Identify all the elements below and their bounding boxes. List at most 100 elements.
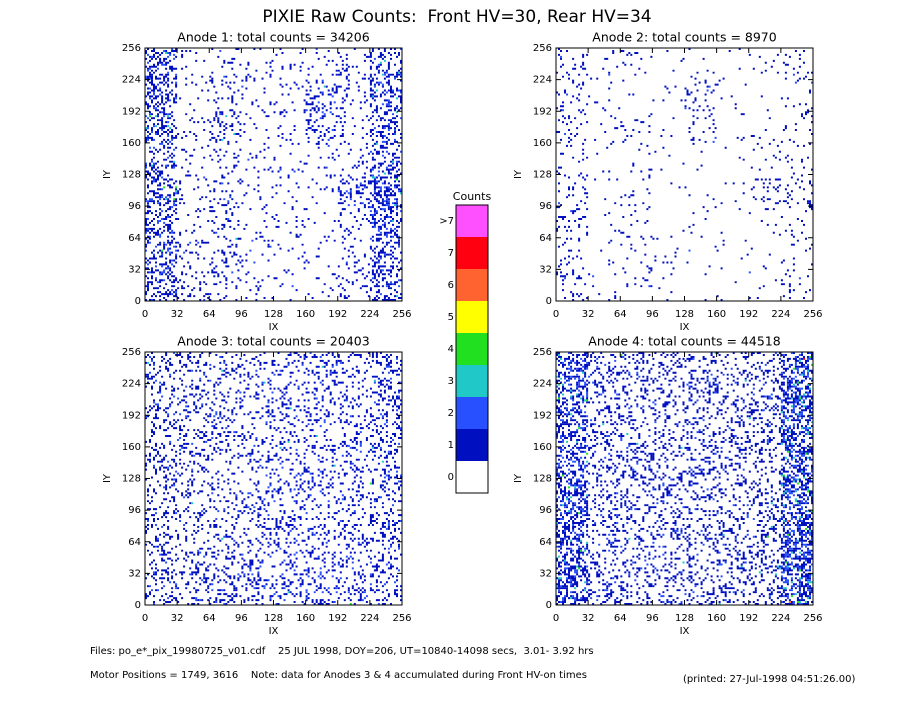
count-cell bbox=[594, 178, 619, 205]
count-cell bbox=[652, 383, 685, 416]
count-cell bbox=[307, 419, 326, 428]
count-cell bbox=[337, 446, 370, 479]
count-cell bbox=[209, 79, 240, 112]
count-cell bbox=[275, 48, 304, 80]
count-cell bbox=[780, 541, 814, 574]
count-cell bbox=[780, 541, 814, 574]
count-cell bbox=[177, 573, 210, 605]
y-tick-label: 0 bbox=[546, 296, 552, 307]
count-cell bbox=[255, 369, 264, 384]
count-cell bbox=[628, 537, 631, 540]
y-tick-label: 32 bbox=[128, 264, 141, 275]
panel-title: Anode 1: total counts = 34206 bbox=[177, 30, 369, 45]
count-cell bbox=[209, 573, 242, 605]
count-cell bbox=[209, 269, 242, 301]
x-axis-label: IX bbox=[680, 626, 690, 637]
count-cell bbox=[620, 354, 623, 356]
count-cell bbox=[716, 541, 749, 574]
count-cell bbox=[177, 271, 210, 301]
count-cell bbox=[307, 273, 338, 299]
x-tick-label: 192 bbox=[739, 613, 758, 624]
count-cell bbox=[620, 541, 653, 574]
count-cell bbox=[241, 352, 274, 384]
count-cell bbox=[369, 446, 403, 479]
panel-title: Anode 4: total counts = 44518 bbox=[588, 334, 780, 349]
y-tick-label: 224 bbox=[533, 75, 552, 86]
count-cell bbox=[181, 144, 210, 173]
x-tick-label: 128 bbox=[675, 309, 694, 320]
y-tick-label: 256 bbox=[122, 347, 141, 358]
count-cell bbox=[688, 206, 717, 238]
count-cell bbox=[147, 512, 178, 540]
count-cell bbox=[211, 446, 242, 479]
count-cell bbox=[145, 573, 178, 605]
count-cell bbox=[660, 117, 675, 137]
count-cell bbox=[592, 275, 595, 278]
count-cell bbox=[369, 383, 403, 416]
x-tick-label: 160 bbox=[296, 613, 315, 624]
count-cell bbox=[652, 415, 685, 447]
count-cell bbox=[558, 383, 587, 416]
y-tick-label: 128 bbox=[533, 474, 552, 485]
count-cell bbox=[369, 541, 403, 574]
count-cell bbox=[209, 237, 242, 270]
count-cell bbox=[620, 113, 653, 143]
count-cell bbox=[177, 541, 210, 574]
count-cell bbox=[682, 561, 685, 564]
x-tick-label: 160 bbox=[296, 309, 315, 320]
count-cell bbox=[628, 405, 645, 410]
count-cell bbox=[704, 273, 707, 301]
count-cell bbox=[562, 352, 589, 384]
x-tick-label: 64 bbox=[203, 613, 216, 624]
count-cell bbox=[337, 573, 368, 605]
count-cell bbox=[716, 575, 749, 605]
count-cell bbox=[720, 208, 741, 234]
count-cell bbox=[586, 460, 589, 463]
count-cell bbox=[784, 561, 801, 572]
count-cell bbox=[145, 383, 178, 416]
count-cell bbox=[279, 168, 296, 173]
count-cell bbox=[241, 79, 272, 112]
count-cell bbox=[247, 158, 250, 161]
count-cell bbox=[145, 206, 178, 238]
count-cell bbox=[590, 50, 619, 80]
x-tick-label: 224 bbox=[771, 613, 790, 624]
count-cell bbox=[596, 142, 613, 173]
y-tick-label: 192 bbox=[122, 410, 141, 421]
count-cell bbox=[369, 150, 403, 173]
count-cell bbox=[620, 573, 653, 605]
heatmap bbox=[145, 48, 403, 301]
colorbar-label: 1 bbox=[448, 440, 454, 451]
y-axis-label: IY bbox=[513, 169, 524, 179]
count-cell bbox=[780, 79, 814, 112]
count-cell bbox=[369, 478, 403, 511]
count-cell bbox=[798, 359, 814, 380]
count-cell bbox=[189, 573, 206, 602]
count-cell bbox=[337, 352, 370, 384]
y-tick-label: 0 bbox=[135, 600, 141, 611]
x-tick-label: 32 bbox=[171, 309, 184, 320]
count-cell bbox=[716, 352, 749, 384]
y-tick-label: 192 bbox=[533, 106, 552, 117]
count-cell bbox=[179, 81, 210, 112]
count-cell bbox=[748, 446, 781, 477]
count-cell bbox=[241, 176, 274, 207]
count-cell bbox=[305, 79, 338, 112]
x-tick-label: 224 bbox=[771, 309, 790, 320]
count-cell bbox=[760, 95, 769, 112]
count-cell bbox=[379, 59, 401, 76]
count-cell bbox=[191, 502, 194, 505]
plot-frame bbox=[144, 47, 403, 302]
count-cell bbox=[568, 486, 571, 489]
count-cell bbox=[718, 415, 749, 447]
y-tick-label: 32 bbox=[539, 568, 552, 579]
count-cell bbox=[149, 81, 178, 110]
y-axis-label: IY bbox=[102, 473, 113, 483]
count-cell bbox=[722, 367, 737, 384]
count-cell bbox=[369, 237, 401, 264]
x-tick-label: 224 bbox=[360, 309, 379, 320]
count-cell bbox=[600, 239, 615, 266]
count-cell bbox=[181, 50, 206, 80]
count-cell bbox=[305, 383, 338, 416]
x-axis-label: IX bbox=[269, 322, 279, 333]
